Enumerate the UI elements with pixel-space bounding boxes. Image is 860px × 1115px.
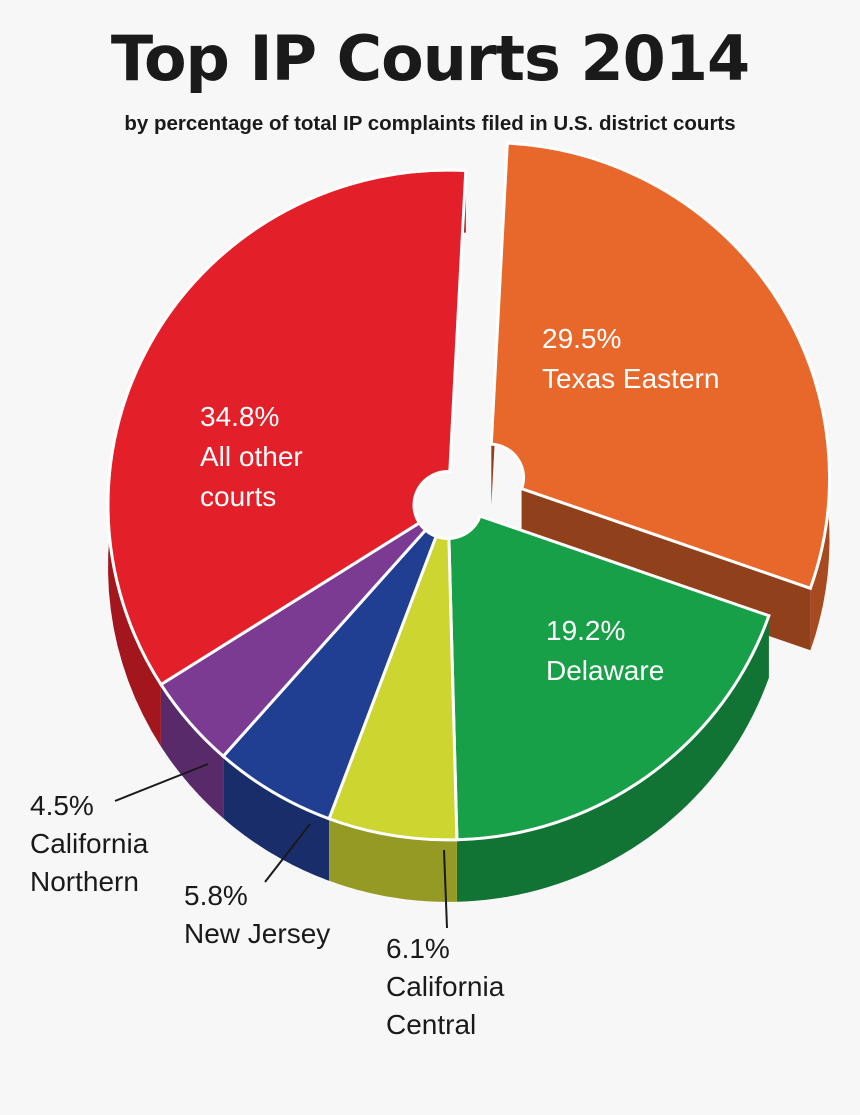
label-delaware-line-1: Delaware	[546, 655, 664, 686]
label-texas-eastern-line-1: Texas Eastern	[542, 363, 719, 394]
slice-delaware	[447, 514, 771, 842]
chart-subtitle: by percentage of total IP complaints fil…	[124, 112, 736, 135]
label-all-other-courts: 34.8% All other courts	[200, 401, 303, 512]
label-texas-eastern-line-0: 29.5%	[542, 323, 621, 354]
label-delaware-line-0: 19.2%	[546, 615, 625, 646]
label-all-other-courts-line-2: courts	[200, 481, 276, 512]
label-california-central-line-1: California	[386, 971, 505, 1002]
label-california-northern-line-1: California	[30, 828, 149, 859]
label-california-central: 6.1% California Central	[386, 933, 505, 1040]
pie-center-hole	[418, 475, 478, 535]
label-new-jersey-line-1: New Jersey	[184, 918, 330, 949]
pie-labels: 29.5% Texas Eastern 19.2% Delaware 6.1% Calif…	[30, 323, 719, 1040]
chart-title: Top IP Courts 2014	[110, 22, 750, 95]
slice-texas-eastern	[489, 141, 831, 591]
label-all-other-courts-line-0: 34.8%	[200, 401, 279, 432]
leader-line-california-central	[443, 849, 448, 929]
label-all-other-courts-line-1: All other	[200, 441, 303, 472]
label-delaware: 19.2% Delaware	[546, 615, 664, 686]
side-wall-new-jersey	[223, 756, 330, 881]
leader-line-california-northern	[114, 763, 209, 802]
label-texas-eastern: 29.5% Texas Eastern	[542, 323, 719, 394]
leader-line-new-jersey	[264, 823, 311, 883]
pie-top-faces	[106, 141, 831, 842]
side-wall-california-northern	[160, 684, 224, 819]
slice-california-central	[327, 534, 459, 842]
slice-all-other-courts	[106, 168, 468, 687]
slice-new-jersey	[221, 528, 439, 821]
label-california-northern: 4.5% California Northern	[30, 790, 149, 897]
label-california-central-line-0: 6.1%	[386, 933, 450, 964]
label-california-central-line-2: Central	[386, 1009, 476, 1040]
label-new-jersey-line-0: 5.8%	[184, 880, 248, 911]
label-california-northern-line-0: 4.5%	[30, 790, 94, 821]
label-california-northern-line-2: Northern	[30, 866, 139, 897]
label-new-jersey: 5.8% New Jersey	[184, 880, 330, 949]
